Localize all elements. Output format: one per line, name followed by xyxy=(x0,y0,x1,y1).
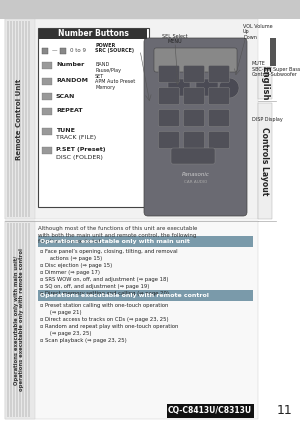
Text: Number: Number xyxy=(56,62,84,67)
Text: ¤ Disc ejection (⇒ page 15): ¤ Disc ejection (⇒ page 15) xyxy=(40,263,112,268)
Bar xyxy=(38,290,253,301)
Bar xyxy=(10,223,11,417)
FancyBboxPatch shape xyxy=(158,131,179,148)
Bar xyxy=(42,93,52,100)
Text: ¤ Random and repeat play with one-touch operation: ¤ Random and repeat play with one-touch … xyxy=(40,324,178,329)
Bar xyxy=(42,147,52,154)
Bar xyxy=(167,404,254,418)
Text: SEL Select
MENU: SEL Select MENU xyxy=(162,33,188,45)
Text: ¤ Dimmer (⇒ page 17): ¤ Dimmer (⇒ page 17) xyxy=(40,270,100,275)
FancyBboxPatch shape xyxy=(184,109,205,126)
Text: 0 to 9: 0 to 9 xyxy=(70,48,86,53)
FancyBboxPatch shape xyxy=(208,65,230,83)
Text: ¤ Scan playback (⇒ page 23, 25): ¤ Scan playback (⇒ page 23, 25) xyxy=(40,338,127,343)
Text: ¤ SQ on, off, and adjustment (⇒ page 19): ¤ SQ on, off, and adjustment (⇒ page 19) xyxy=(40,284,149,289)
Bar xyxy=(22,223,23,417)
Text: ¤ Preset station calling with one-touch operation: ¤ Preset station calling with one-touch … xyxy=(40,303,168,308)
Bar xyxy=(25,21,26,217)
Bar xyxy=(5,221,258,419)
FancyBboxPatch shape xyxy=(38,28,148,206)
Bar xyxy=(16,223,17,417)
Text: Operations executable only with main unit/
operations executable only with remot: Operations executable only with main uni… xyxy=(14,248,24,391)
FancyBboxPatch shape xyxy=(154,48,237,72)
Text: (⇒ page 21): (⇒ page 21) xyxy=(40,310,82,315)
Text: English: English xyxy=(260,66,269,100)
Text: —: — xyxy=(52,48,58,53)
Bar xyxy=(42,108,52,115)
Bar xyxy=(42,48,48,54)
FancyBboxPatch shape xyxy=(208,87,230,104)
Text: P.SET (Preset): P.SET (Preset) xyxy=(56,148,106,153)
Text: Operations executable only with main unit: Operations executable only with main uni… xyxy=(40,239,190,244)
Text: CQ-C8413U/C8313U: CQ-C8413U/C8313U xyxy=(168,407,252,416)
Text: Although most of the functions of this unit are executable
with both the main un: Although most of the functions of this u… xyxy=(38,226,197,244)
Bar xyxy=(42,128,52,135)
Text: SCAN: SCAN xyxy=(56,94,75,98)
FancyBboxPatch shape xyxy=(144,38,247,216)
Bar xyxy=(28,21,29,217)
Bar xyxy=(28,223,29,417)
Bar xyxy=(258,67,272,99)
Bar xyxy=(19,223,20,417)
Text: REPEAT: REPEAT xyxy=(56,109,82,114)
FancyBboxPatch shape xyxy=(158,109,179,126)
Bar xyxy=(42,78,52,85)
Text: DISC (FOLDER): DISC (FOLDER) xyxy=(56,154,103,159)
Text: Controls Layout: Controls Layout xyxy=(260,127,269,195)
Bar xyxy=(42,62,52,69)
Text: POWER
SRC (SOURCE): POWER SRC (SOURCE) xyxy=(95,42,134,53)
Text: VOL Volume
Up
Down: VOL Volume Up Down xyxy=(243,24,273,40)
FancyBboxPatch shape xyxy=(196,79,218,96)
Text: ¤ Direct memory setting and calling (⇒ page 20): ¤ Direct memory setting and calling (⇒ p… xyxy=(40,291,169,296)
Bar xyxy=(19,21,20,217)
Bar xyxy=(7,21,8,217)
FancyBboxPatch shape xyxy=(158,87,179,104)
Text: DISP Display: DISP Display xyxy=(252,117,283,122)
Text: Number Buttons: Number Buttons xyxy=(58,30,128,39)
Text: BAND
Pause/Play
SET
APM Auto Preset
Memory: BAND Pause/Play SET APM Auto Preset Memo… xyxy=(95,62,135,90)
FancyBboxPatch shape xyxy=(184,131,205,148)
FancyBboxPatch shape xyxy=(208,131,230,148)
Text: ¤ Face panel’s opening, closing, tilting, and removal: ¤ Face panel’s opening, closing, tilting… xyxy=(40,249,178,254)
Text: (⇒ page 23, 25): (⇒ page 23, 25) xyxy=(40,331,92,336)
Bar xyxy=(13,223,14,417)
Bar xyxy=(5,221,35,419)
FancyBboxPatch shape xyxy=(184,65,205,83)
Bar xyxy=(16,21,17,217)
Text: TUNE: TUNE xyxy=(56,128,75,134)
Text: ¤ Direct access to tracks on CDs (⇒ page 23, 25): ¤ Direct access to tracks on CDs (⇒ page… xyxy=(40,317,169,322)
Bar xyxy=(60,48,66,54)
Bar xyxy=(13,21,14,217)
Bar xyxy=(10,21,11,217)
Text: 11: 11 xyxy=(277,404,293,418)
FancyBboxPatch shape xyxy=(208,109,230,126)
Text: Operations executable only with remote control: Operations executable only with remote c… xyxy=(40,293,209,298)
Text: actions (⇒ page 15): actions (⇒ page 15) xyxy=(40,256,102,261)
Bar xyxy=(25,223,26,417)
Bar xyxy=(38,236,253,247)
Bar xyxy=(5,19,35,219)
Text: MUTE
SBC-SW Super Bass
Control-Subwoofer: MUTE SBC-SW Super Bass Control-Subwoofer xyxy=(252,61,300,77)
Bar xyxy=(0,0,300,19)
Text: CAR AUDIO: CAR AUDIO xyxy=(184,180,207,184)
Circle shape xyxy=(219,78,239,98)
FancyBboxPatch shape xyxy=(184,87,205,104)
FancyBboxPatch shape xyxy=(158,65,179,83)
Text: RANDOM: RANDOM xyxy=(56,78,88,84)
Bar xyxy=(39,29,147,39)
FancyBboxPatch shape xyxy=(171,148,215,164)
Text: ¤ SRS WOW on, off, and adjustment (⇒ page 18): ¤ SRS WOW on, off, and adjustment (⇒ pag… xyxy=(40,277,169,282)
Bar xyxy=(270,38,276,66)
FancyBboxPatch shape xyxy=(168,79,190,96)
Bar xyxy=(7,223,8,417)
Bar xyxy=(5,19,258,219)
Bar xyxy=(258,103,272,219)
Bar xyxy=(22,21,23,217)
Text: Panasonic: Panasonic xyxy=(182,171,209,176)
Text: Remote Control Unit: Remote Control Unit xyxy=(16,78,22,159)
Text: TRACK (FILE): TRACK (FILE) xyxy=(56,136,96,140)
